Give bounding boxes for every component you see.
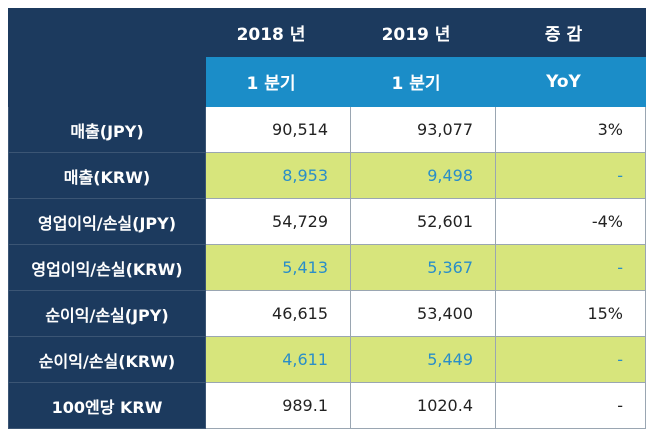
- header-row: 1 분기 1 분기 YoY: [8, 56, 646, 107]
- data-row: 순이익/손실(JPY) 46,615 53,400 15%: [8, 290, 646, 337]
- header-cell: 1 분기: [350, 56, 496, 107]
- value-cell: 989.1: [205, 382, 351, 429]
- row-label: 영업이익/손실(KRW): [8, 244, 206, 291]
- value-cell: -: [495, 244, 646, 291]
- header-cell: 2019 년: [350, 8, 496, 57]
- value-cell: 53,400: [350, 290, 496, 337]
- value-cell: 8,953: [205, 152, 351, 199]
- row-label: 영업이익/손실(JPY): [8, 198, 206, 245]
- header-cell: 1 분기: [205, 56, 351, 107]
- data-row: 매출(JPY) 90,514 93,077 3%: [8, 106, 646, 153]
- value-cell: 4,611: [205, 336, 351, 383]
- value-cell: 15%: [495, 290, 646, 337]
- data-row: 영업이익/손실(KRW) 5,413 5,367-: [8, 244, 646, 291]
- row-label: 100엔당 KRW: [8, 382, 206, 429]
- header-cell: 2018 년: [205, 8, 351, 57]
- value-cell: -: [495, 152, 646, 199]
- value-cell: 93,077: [350, 106, 496, 153]
- data-row: 100엔당 KRW 989.1 1020.4-: [8, 382, 646, 429]
- value-cell: 5,449: [350, 336, 496, 383]
- value-cell: 46,615: [205, 290, 351, 337]
- row-label: 순이익/손실(KRW): [8, 336, 206, 383]
- value-cell: 9,498: [350, 152, 496, 199]
- value-cell: 1020.4: [350, 382, 496, 429]
- row-label: 매출(KRW): [8, 152, 206, 199]
- header-cell: [8, 56, 206, 107]
- value-cell: 3%: [495, 106, 646, 153]
- data-row: 순이익/손실(KRW) 4,611 5,449-: [8, 336, 646, 383]
- row-label: 매출(JPY): [8, 106, 206, 153]
- header-cell: YoY: [495, 56, 646, 107]
- value-cell: 52,601: [350, 198, 496, 245]
- data-row: 영업이익/손실(JPY) 54,729 52,601 -4%: [8, 198, 646, 245]
- value-cell: 5,367: [350, 244, 496, 291]
- value-cell: -4%: [495, 198, 646, 245]
- value-cell: -: [495, 336, 646, 383]
- row-label: 순이익/손실(JPY): [8, 290, 206, 337]
- value-cell: -: [495, 382, 646, 429]
- value-cell: 90,514: [205, 106, 351, 153]
- value-cell: 5,413: [205, 244, 351, 291]
- header-cell: 증 감: [495, 8, 646, 57]
- data-row: 매출(KRW) 8,953 9,498-: [8, 152, 646, 199]
- value-cell: 54,729: [205, 198, 351, 245]
- header-cell: [8, 8, 206, 57]
